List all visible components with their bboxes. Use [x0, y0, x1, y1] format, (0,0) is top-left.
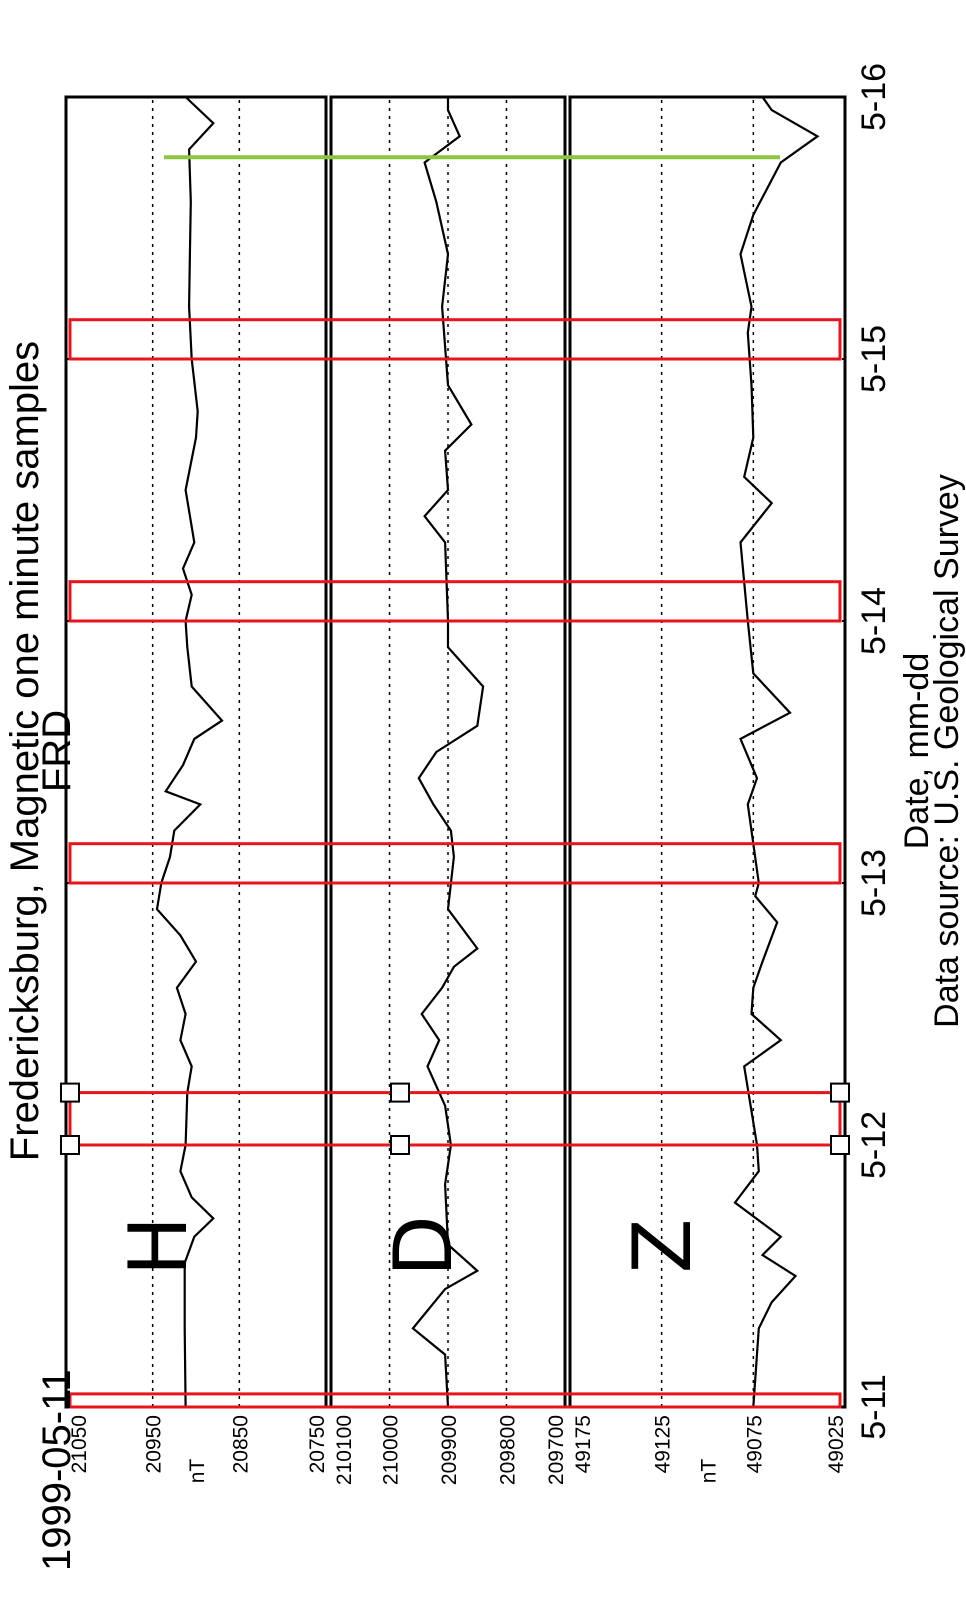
x-tick-label: 5-11	[855, 1374, 893, 1440]
x-tick-label: 5-15	[855, 325, 893, 393]
selection-handle	[390, 1135, 410, 1155]
selection-handle	[830, 1082, 850, 1103]
panel-frame	[568, 95, 847, 1409]
highlight-boxes-layer	[60, 155, 850, 1409]
series-line	[733, 96, 820, 1408]
y-tick-label: 21050	[68, 1415, 91, 1473]
highlight-box	[68, 842, 842, 885]
unit-label: nT	[698, 1459, 721, 1484]
data-source: Data source: U.S. Geological Survey	[928, 474, 966, 1028]
x-tick-label: 5-16	[855, 63, 893, 131]
highlight-box	[68, 1091, 842, 1147]
panel-d: 210100 210000 209900 209800 209700 D	[329, 95, 568, 1485]
x-tick-label: 5-13	[855, 849, 893, 917]
selection-handle	[830, 1135, 850, 1155]
y-tick-label: 49175	[572, 1415, 595, 1473]
selection-handle	[60, 1135, 80, 1155]
labels-layer: Fredericksburg, Magnetic one minute samp…	[3, 63, 966, 1571]
panel-frame	[64, 95, 328, 1409]
highlight-box	[68, 580, 842, 623]
y-tick-label: 210100	[333, 1415, 356, 1485]
selection-handle	[390, 1082, 410, 1103]
y-tick-label: 49125	[652, 1415, 675, 1473]
x-tick-label: 5-14	[855, 587, 893, 655]
component-letter-z: Z	[616, 1219, 709, 1274]
chart-subtitle: FRD	[35, 710, 79, 792]
y-tick-label: 209800	[497, 1415, 520, 1485]
highlight-box	[68, 1392, 842, 1409]
y-tick-label: 209700	[545, 1415, 568, 1485]
y-tick-label: 49075	[743, 1415, 766, 1473]
y-tick-label: 20950	[143, 1415, 166, 1473]
panel-h: 21050 20950 20850 20750 nT H	[64, 95, 329, 1484]
rotated-plot: 21050 20950 20850 20750 nT H 210100 210000 20990…	[3, 63, 966, 1571]
y-tick-label: 209900	[438, 1415, 461, 1485]
chart-title: Fredericksburg, Magnetic one minute samp…	[3, 341, 47, 1161]
unit-label: nT	[186, 1459, 209, 1484]
selection-handle	[60, 1082, 80, 1103]
y-tick-label: 20750	[306, 1415, 329, 1473]
series-line	[155, 96, 224, 1408]
y-tick-label: 20850	[229, 1415, 252, 1473]
y-tick-label: 49025	[825, 1415, 848, 1473]
x-axis-label: Date, mm-dd	[898, 653, 936, 850]
component-letter-d: D	[377, 1215, 470, 1277]
highlight-box	[68, 318, 842, 361]
start-date: 1999-05-11	[35, 1369, 79, 1571]
panels-layer: 21050 20950 20850 20750 nT H 210100 210000 20990…	[64, 95, 848, 1485]
x-tick-label: 5-12	[855, 1111, 893, 1179]
panel-z: 49175 49125 49075 49025 nT Z	[568, 95, 848, 1484]
y-tick-label: 210000	[380, 1415, 403, 1485]
component-letter-h: H	[112, 1216, 205, 1276]
